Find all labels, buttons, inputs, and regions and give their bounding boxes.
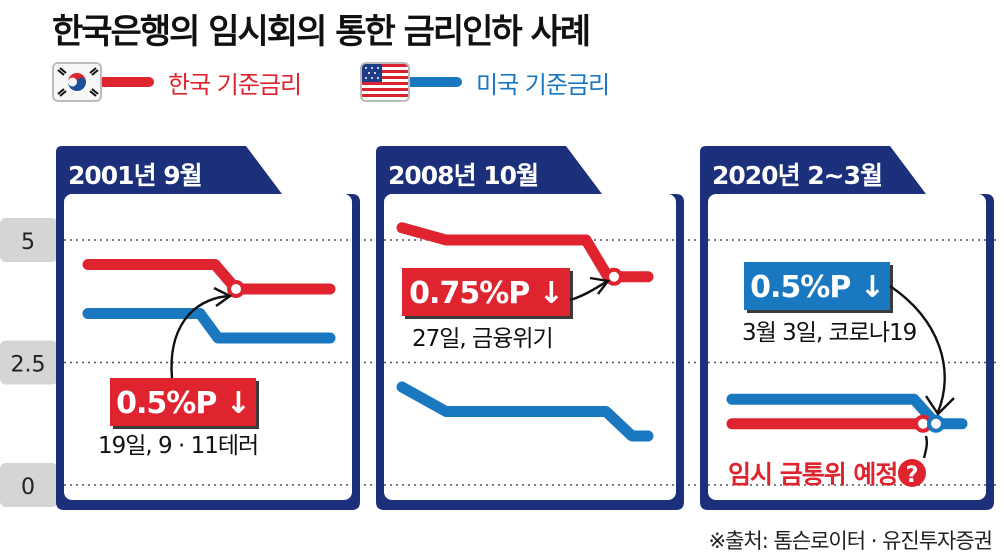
- arrow-panel2-head: [589, 276, 611, 295]
- y-tick-label: 2.5: [11, 353, 46, 378]
- arrow-panel3: [889, 285, 946, 413]
- legend-usa-line: [406, 77, 462, 87]
- callout-panel3-box: [744, 262, 890, 310]
- usa-flag-icon: [360, 62, 410, 102]
- callout-panel2-note: 27일, 금융위기: [412, 326, 553, 352]
- legend-korea-label: 한국 기준금리: [168, 70, 302, 99]
- page-title: 한국은행의 임시회의 통한 금리인하 사례: [52, 12, 591, 52]
- legend-usa: 미국 기준금리: [360, 62, 610, 102]
- source-note: ※출처: 톰슨로이터 · 유진투자증권: [708, 529, 993, 553]
- panel-label: 2001년 9월: [68, 161, 202, 190]
- korea-cut-marker: [605, 267, 623, 286]
- question-pointer: [922, 435, 929, 459]
- callout-panel3-note: 3월 3일, 코로나19: [742, 320, 917, 346]
- panel-label: 2020년 2~3월: [712, 161, 882, 190]
- callout-panel1-box: [110, 378, 256, 426]
- callout-panel1-note: 19일, 9 · 11테러: [98, 433, 258, 459]
- y-tick-tab: [0, 218, 58, 262]
- y-tick-tab: [0, 340, 58, 385]
- arrow-panel3-head: [925, 395, 955, 416]
- legend-korea: 한국 기준금리: [52, 62, 302, 102]
- question-icon-glyph: ?: [906, 463, 919, 488]
- emergency-meeting-annotation: 임시 금통위 예정: [728, 460, 897, 489]
- usa-rate-line: [726, 393, 968, 430]
- y-tick-tab: [0, 463, 58, 507]
- callout-panel3-text: 0.5%P ↓: [750, 270, 884, 305]
- arrow-panel2: [569, 280, 607, 302]
- legend-korea-line: [98, 77, 154, 87]
- arrow-panel1-head: [213, 286, 233, 307]
- legend-usa-label: 미국 기준금리: [476, 70, 610, 99]
- korea-rate-line: [82, 259, 336, 295]
- y-tick-label: 5: [21, 230, 35, 255]
- panel-label: 2008년 10월: [388, 161, 538, 190]
- arrow-panel1: [170, 294, 229, 379]
- callout-panel2-box: [402, 268, 570, 316]
- usa-cut-marker: [927, 414, 945, 433]
- callout-panel2-text: 0.75%P ↓: [409, 276, 563, 311]
- usa-rate-line: [396, 381, 654, 442]
- usa-rate-line: [82, 308, 336, 344]
- south-korea-flag-icon: [52, 62, 102, 102]
- question-icon: [898, 459, 926, 487]
- callout-panel1-text: 0.5%P ↓: [116, 386, 250, 421]
- korea-cut-marker: [227, 280, 245, 298]
- y-tick-label: 0: [21, 475, 35, 500]
